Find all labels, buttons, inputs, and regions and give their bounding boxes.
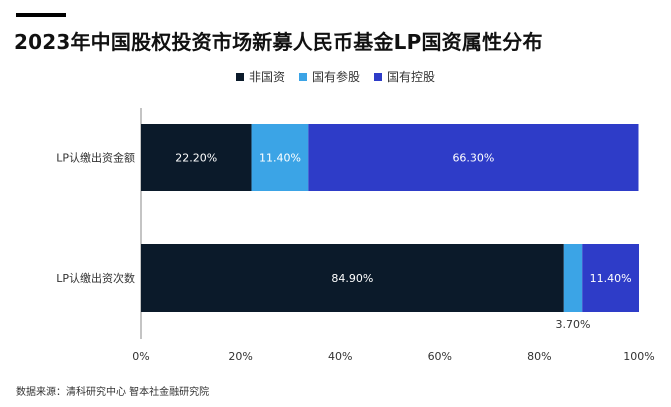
bar-segment-1-1 xyxy=(563,244,583,312)
data-label-0-0: 22.20% xyxy=(175,152,217,165)
x-tick-label-0: 0% xyxy=(132,350,149,363)
data-source-note: 数据来源：清科研究中心 智本社金融研究院 xyxy=(16,387,210,398)
legend-swatch-state-controlled xyxy=(374,72,383,81)
x-tick-label-3: 60% xyxy=(428,350,452,363)
data-label-1-1: 3.70% xyxy=(556,318,591,331)
legend-label-state-controlled: 国有控股 xyxy=(387,70,436,84)
bar-segment-1-2 xyxy=(582,244,639,312)
legend-label-non-state: 非国资 xyxy=(249,70,286,84)
x-tick-label-4: 80% xyxy=(527,350,551,363)
chart-legend: 非国资 国有参股 国有控股 xyxy=(236,68,435,85)
x-tick-label-1: 20% xyxy=(228,350,252,363)
legend-item-state-minority: 国有参股 xyxy=(299,68,360,85)
stacked-bar-chart: LP认缴出资金额 22.20% 11.40% 66.30% LP认缴出资次数 84.90%… xyxy=(56,108,655,363)
data-label-1-2: 11.40% xyxy=(590,272,632,285)
x-tick-label-2: 40% xyxy=(328,350,352,363)
category-label-0: LP认缴出资金额 xyxy=(56,151,135,165)
bar-segment-0-0 xyxy=(141,124,252,191)
chart-title: 2023年中国股权投资市场新募人民币基金LP国资属性分布 xyxy=(14,30,543,54)
legend-label-state-minority: 国有参股 xyxy=(312,70,361,84)
legend-item-state-controlled: 国有控股 xyxy=(374,68,435,85)
category-label-1: LP认缴出资次数 xyxy=(56,271,135,285)
bar-segment-0-1 xyxy=(251,124,309,191)
legend-swatch-non-state xyxy=(236,72,244,81)
data-label-0-2: 66.30% xyxy=(452,152,494,165)
data-label-1-0: 84.90% xyxy=(331,272,373,285)
data-label-0-1: 11.40% xyxy=(259,152,301,165)
legend-item-non-state: 非国资 xyxy=(236,68,285,85)
title-accent-bar xyxy=(16,13,66,17)
legend-swatch-state-minority xyxy=(299,72,308,81)
bar-segment-0-2 xyxy=(308,124,639,191)
bar-segment-1-0 xyxy=(141,244,564,312)
x-tick-label-5: 100% xyxy=(623,350,654,363)
